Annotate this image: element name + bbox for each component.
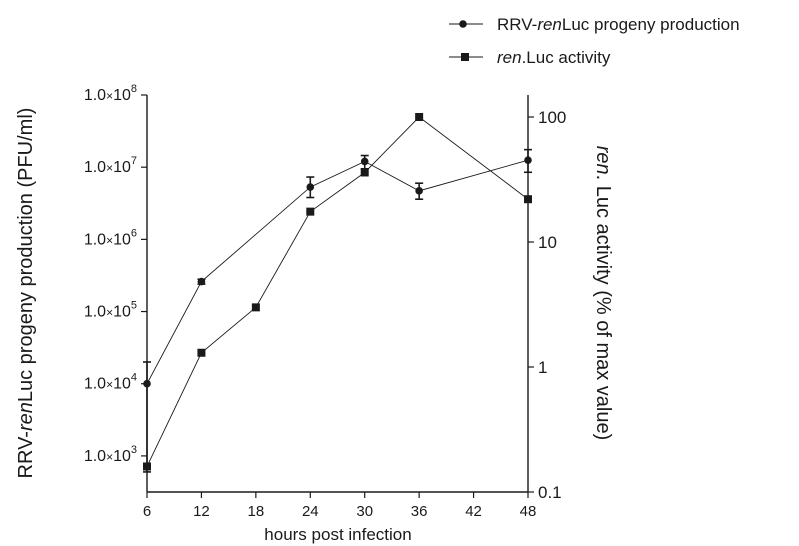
y-right-tick-label: 10 <box>538 233 557 252</box>
x-tick-label: 42 <box>465 503 482 520</box>
x-tick-label: 18 <box>248 503 265 520</box>
legend-label: RRV-renLuc progeny production <box>497 15 740 34</box>
legend-label: ren.Luc activity <box>497 48 611 67</box>
data-point-circle <box>306 183 315 191</box>
data-point-circle <box>415 187 423 195</box>
y-right-tick-label: 0.1 <box>538 483 562 502</box>
data-point-square <box>197 348 206 357</box>
legend-marker-circle <box>459 20 467 28</box>
data-point-square <box>360 168 369 177</box>
data-point-circle <box>143 379 151 388</box>
y-left-tick-label: 1.0×104 <box>84 372 137 393</box>
legend-marker-square <box>461 53 469 61</box>
data-point-square <box>524 195 532 204</box>
y-left-tick-label: 1.0×108 <box>84 83 137 104</box>
x-tick-label: 24 <box>302 503 319 520</box>
y-axis-left-label: RRV-renLuc progeny production (PFU/ml) <box>15 108 37 479</box>
x-tick-label: 30 <box>356 503 373 520</box>
data-point-circle <box>360 157 369 166</box>
data-point-square <box>143 462 151 471</box>
y-right-ticks: 0.1 1 10 100 <box>528 108 566 502</box>
y-left-ticks: 1.0×103 1.0×104 1.0×105 1.0×106 1.0×107 1.0×1… <box>84 83 147 465</box>
series-line <box>146 159 529 384</box>
data-point-circle <box>197 277 206 286</box>
x-ticks: 6 12 18 24 30 36 42 48 <box>143 492 537 520</box>
y-left-tick-label: 1.0×107 <box>84 155 137 176</box>
axes <box>146 95 529 493</box>
y-left-tick-label: 1.0×105 <box>84 300 137 321</box>
x-axis-label: hours post infection <box>264 525 411 544</box>
data-point-square <box>415 113 424 122</box>
y-left-tick-label: 1.0×103 <box>84 444 137 465</box>
y-axis-right-label: ren. Luc activity (% of max value) <box>592 146 614 441</box>
legend: RRV-renLuc progeny production ren.Luc act… <box>449 15 740 67</box>
y-left-tick-label: 1.0×106 <box>84 227 137 248</box>
x-tick-label: 48 <box>520 503 537 520</box>
y-right-tick-label: 100 <box>538 108 566 127</box>
series-layer <box>143 113 532 473</box>
data-point-square <box>306 207 315 216</box>
series-line <box>146 116 529 467</box>
y-right-tick-label: 1 <box>538 358 547 377</box>
data-point-circle <box>524 156 532 164</box>
x-tick-label: 36 <box>411 503 428 520</box>
x-tick-label: 6 <box>143 503 151 520</box>
x-tick-label: 12 <box>193 503 210 520</box>
data-point-square <box>251 303 260 312</box>
